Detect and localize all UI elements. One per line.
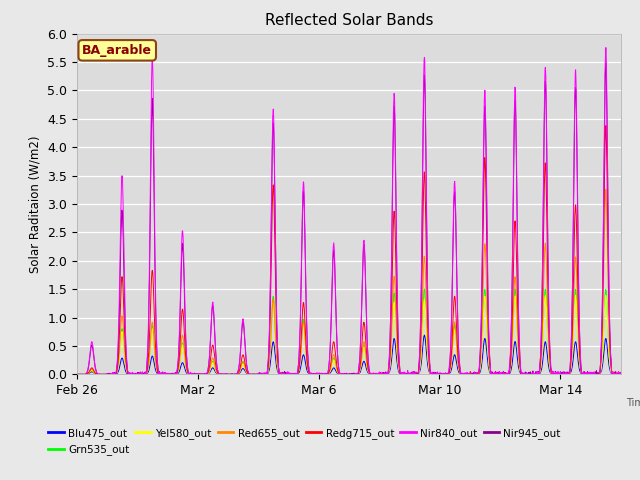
Line: Grn535_out: Grn535_out [77,289,640,374]
Blu475_out [596,372,604,377]
Nir840_out [73,372,81,377]
Blu475_out [73,372,81,377]
Red655_out [73,372,81,377]
Nir840_out [125,372,133,377]
Line: Redg715_out: Redg715_out [77,115,640,374]
Grn535_out [511,286,519,292]
Legend: Blu475_out, Grn535_out, Yel580_out, Red655_out, Redg715_out, Nir840_out, Nir945_: Blu475_out, Grn535_out, Yel580_out, Red6… [44,424,565,459]
Blu475_out [125,372,133,377]
Redg715_out [125,371,133,376]
Blu475_out [74,372,82,377]
Nir840_out [73,372,81,377]
Nir840_out [436,372,444,377]
Redg715_out [73,372,81,377]
Red655_out [366,372,374,377]
Blu475_out [366,372,374,377]
Blu475_out [507,367,515,373]
Red655_out [125,372,133,377]
Yel580_out [125,372,133,377]
Grn535_out [366,372,374,377]
Blu475_out [420,332,428,338]
Yel580_out [370,372,378,377]
Redg715_out [370,371,378,377]
Nir840_out [370,372,378,377]
Redg715_out [595,371,603,376]
Red655_out [595,372,603,377]
Grn535_out [73,372,81,377]
Line: Nir945_out: Nir945_out [77,28,640,374]
Red655_out [436,371,444,377]
Grn535_out [436,372,444,377]
Y-axis label: Solar Raditaion (W/m2): Solar Raditaion (W/m2) [29,135,42,273]
Title: Reflected Solar Bands: Reflected Solar Bands [264,13,433,28]
Redg715_out [632,112,640,118]
Yel580_out [73,372,81,377]
Nir840_out [507,343,515,348]
Red655_out [632,185,640,191]
Nir945_out [436,372,444,377]
Nir840_out [595,372,603,377]
Line: Blu475_out: Blu475_out [77,335,640,374]
Nir945_out [74,372,81,377]
Grn535_out [370,372,378,377]
Grn535_out [73,372,81,377]
Text: Time: Time [626,398,640,408]
Red655_out [507,361,515,367]
Nir945_out [125,372,133,377]
Nir840_out [366,371,374,377]
Line: Yel580_out: Yel580_out [77,296,640,374]
Yel580_out [436,372,444,377]
Grn535_out [507,362,515,368]
Redg715_out [507,356,515,361]
Nir945_out [73,372,81,377]
Text: BA_arable: BA_arable [82,44,152,57]
Red655_out [73,372,81,377]
Red655_out [370,372,378,377]
Yel580_out [595,372,603,377]
Yel580_out [602,293,610,299]
Line: Nir840_out: Nir840_out [77,13,640,374]
Nir945_out [632,25,640,31]
Yel580_out [507,365,515,371]
Grn535_out [125,372,133,377]
Redg715_out [74,372,82,377]
Nir945_out [366,371,374,377]
Blu475_out [370,372,378,377]
Yel580_out [366,372,374,377]
Blu475_out [436,372,444,377]
Nir945_out [370,371,378,376]
Grn535_out [596,372,604,377]
Line: Red655_out: Red655_out [77,188,640,374]
Nir945_out [595,372,603,377]
Nir840_out [632,11,640,16]
Redg715_out [366,372,374,377]
Nir945_out [507,343,515,348]
Redg715_out [436,372,444,377]
